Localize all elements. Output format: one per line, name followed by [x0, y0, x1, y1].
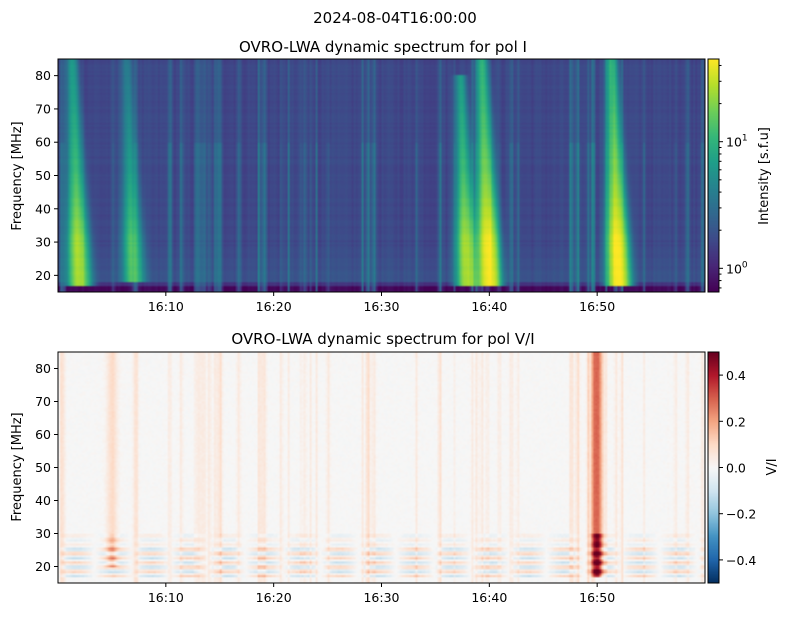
colorbar-tick-label: −0.2: [726, 507, 756, 522]
colorbar-ticks-pol-i: 100 101: [719, 64, 748, 289]
x-tick-label: 16:30: [363, 299, 399, 314]
y-axis-pol-i: 20 30 40 50 60 70 80: [35, 68, 58, 283]
y-tick-label: 30: [35, 526, 51, 541]
x-tick-label: 16:50: [579, 299, 615, 314]
x-tick-label: 16:40: [471, 299, 507, 314]
y-axis-pol-vi: 20 30 40 50 60 70 80: [35, 361, 58, 574]
y-tick-label: 30: [35, 235, 51, 250]
y-tick-label: 70: [35, 101, 51, 116]
x-tick-label: 16:20: [256, 299, 292, 314]
panel-pol-vi: OVRO-LWA dynamic spectrum for pol V/I 20…: [10, 330, 780, 605]
y-tick-label: 20: [35, 268, 51, 283]
y-tick-label: 40: [35, 493, 51, 508]
heatmap-pol-i: [58, 59, 705, 292]
panel-pol-i: OVRO-LWA dynamic spectrum for pol I 20 30…: [10, 38, 772, 314]
y-axis-label-pol-i: Frequency [MHz]: [10, 121, 25, 230]
figure-suptitle: 2024-08-04T16:00:00: [313, 9, 477, 27]
colorbar-ticks-pol-vi: 0.4 0.2 0.0 −0.2 −0.4: [719, 368, 756, 568]
x-tick-label: 16:40: [471, 590, 507, 605]
x-axis-pol-i: 16:10 16:20 16:30 16:40 16:50: [148, 292, 615, 314]
y-tick-label: 60: [35, 135, 51, 150]
y-tick-label: 50: [35, 460, 51, 475]
y-tick-label: 70: [35, 394, 51, 409]
y-tick-label: 20: [35, 559, 51, 574]
heatmap-pol-vi: [58, 352, 705, 583]
colorbar-tick-label: 0.2: [726, 414, 746, 429]
y-tick-label: 40: [35, 201, 51, 216]
colorbar-label-pol-i: Intensity [s.f.u]: [757, 127, 772, 225]
colorbar-label-pol-vi: V/I: [765, 458, 780, 475]
x-tick-label: 16:30: [363, 590, 399, 605]
colorbar-pol-vi: 0.4 0.2 0.0 −0.2 −0.4 V/I: [707, 351, 780, 584]
x-tick-label: 16:20: [256, 590, 292, 605]
y-tick-label: 60: [35, 427, 51, 442]
colorbar-tick-label: 0.0: [726, 461, 746, 476]
colorbar-tick-label: 100: [726, 260, 748, 276]
colorbar-tick-label: 0.4: [726, 368, 746, 383]
y-axis-label-pol-vi: Frequency [MHz]: [10, 412, 25, 521]
x-tick-label: 16:50: [579, 590, 615, 605]
y-tick-label: 50: [35, 168, 51, 183]
panel-title-pol-vi: OVRO-LWA dynamic spectrum for pol V/I: [231, 330, 534, 348]
x-tick-label: 16:10: [148, 590, 184, 605]
colorbar-tick-label: 101: [726, 134, 748, 150]
x-tick-label: 16:10: [148, 299, 184, 314]
panel-title-pol-i: OVRO-LWA dynamic spectrum for pol I: [239, 38, 527, 56]
y-tick-label: 80: [35, 361, 51, 376]
y-tick-label: 80: [35, 68, 51, 83]
colorbar-tick-label: −0.4: [726, 553, 756, 568]
x-axis-pol-vi: 16:10 16:20 16:30 16:40 16:50: [148, 583, 615, 605]
colorbar-pol-i: 100 101 Intensity [s.f.u]: [707, 58, 772, 293]
